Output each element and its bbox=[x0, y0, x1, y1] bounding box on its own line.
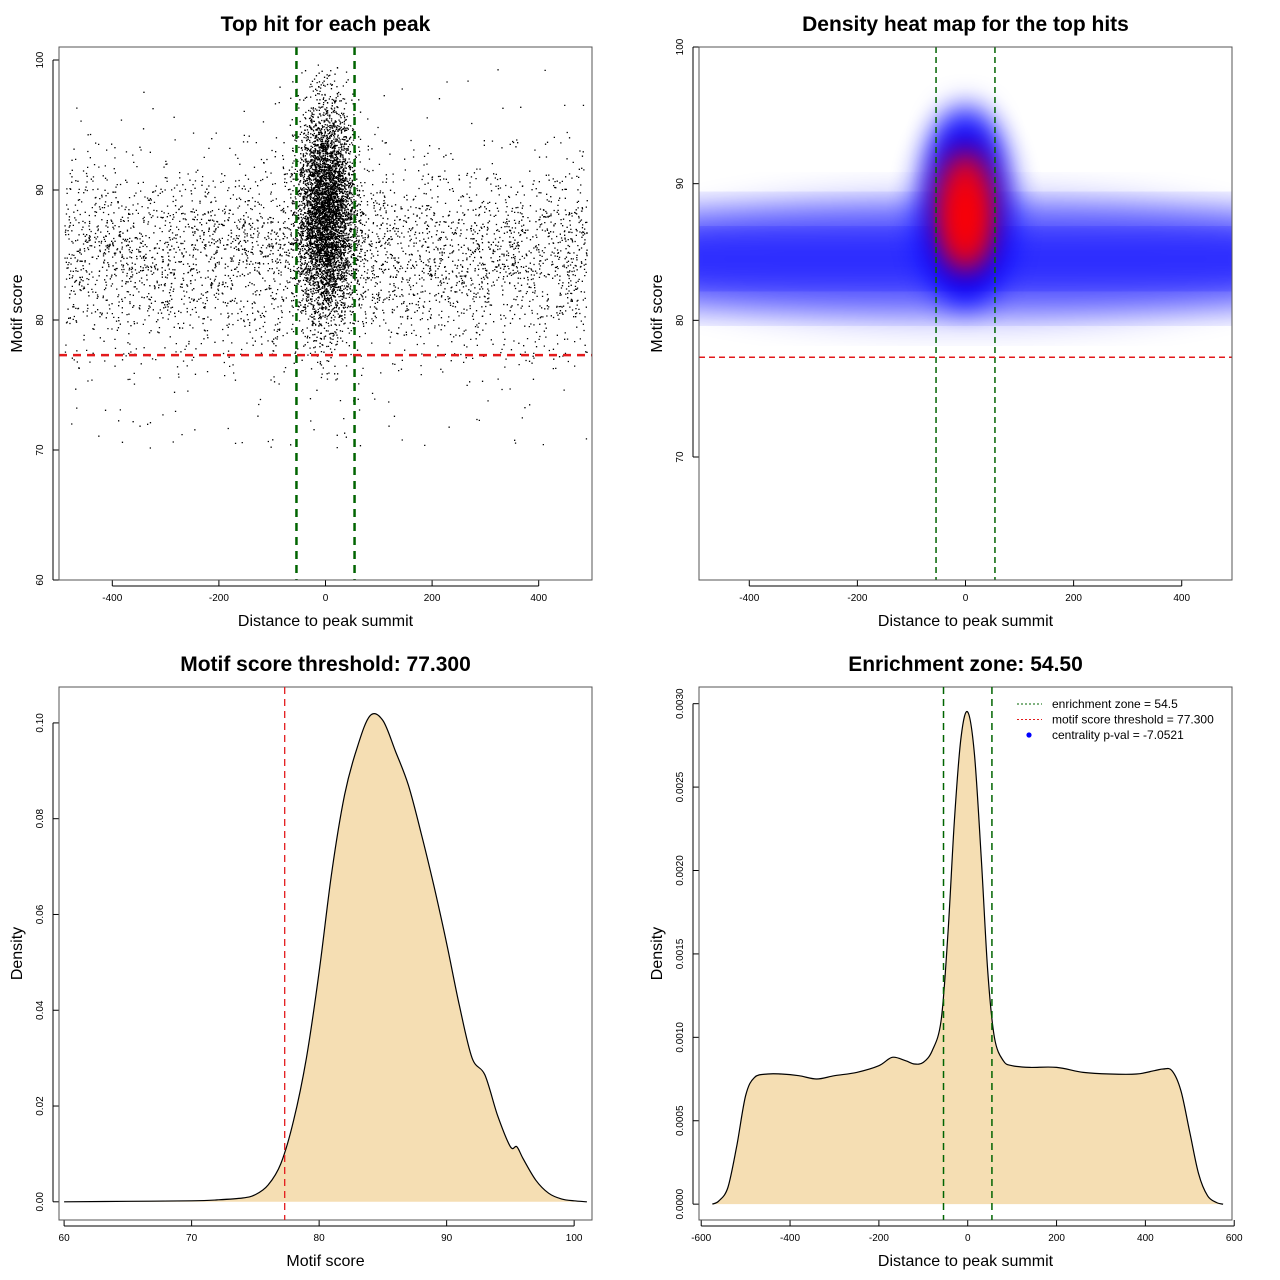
x-tick-label: 60 bbox=[59, 1233, 71, 1244]
plot-frame bbox=[58, 46, 593, 581]
legend-label: centrality p-val = -7.0521 bbox=[1052, 728, 1184, 742]
y-tick-label: 0.10 bbox=[35, 713, 46, 733]
scatter-point bbox=[64, 64, 588, 449]
scatter-points bbox=[64, 64, 588, 449]
y-tick-label: 0.02 bbox=[35, 1096, 46, 1116]
y-tick-label: 0.08 bbox=[35, 809, 46, 829]
chart-title: Top hit for each peak bbox=[221, 13, 431, 36]
density-center-red-core bbox=[949, 179, 982, 256]
y-tick-label: 90 bbox=[675, 178, 686, 190]
legend-label: motif score threshold = 77.300 bbox=[1052, 713, 1214, 727]
x-tick-label: 200 bbox=[1065, 593, 1082, 604]
x-tick-label: -200 bbox=[847, 593, 867, 604]
y-tick-label: 100 bbox=[675, 38, 686, 55]
y-tick-label: 0.0005 bbox=[675, 1105, 686, 1136]
x-tick-label: 200 bbox=[424, 593, 441, 604]
legend-label: enrichment zone = 54.5 bbox=[1052, 697, 1178, 711]
density-line bbox=[64, 713, 587, 1203]
y-tick-label: 80 bbox=[35, 314, 46, 326]
legend: enrichment zone = 54.5 motif score thresh… bbox=[1017, 697, 1214, 742]
x-tick-label: 70 bbox=[186, 1233, 198, 1244]
y-tick-label: 0.0025 bbox=[675, 771, 686, 802]
panel-1-axes: Top hit for each peak Distance to peak su… bbox=[9, 13, 547, 630]
chart-title: Density heat map for the top hits bbox=[802, 13, 1129, 36]
x-tick-label: -400 bbox=[739, 593, 759, 604]
x-tick-label: -200 bbox=[869, 1233, 889, 1244]
y-tick-label: 0.0020 bbox=[675, 855, 686, 886]
plot-frame bbox=[698, 686, 1233, 1221]
x-tick-label: 400 bbox=[530, 593, 547, 604]
x-axis-label: Distance to peak summit bbox=[238, 613, 414, 630]
y-tick-label: 90 bbox=[35, 184, 46, 196]
x-tick-label: 0 bbox=[965, 1233, 971, 1244]
plot-frame bbox=[58, 686, 593, 1221]
x-tick-label: 80 bbox=[314, 1233, 326, 1244]
x-tick-label: 90 bbox=[441, 1233, 453, 1244]
y-tick-label: 100 bbox=[35, 51, 46, 68]
y-tick-label: 60 bbox=[35, 574, 46, 586]
panel-2-axes: Density heat map for the top hits Distanc… bbox=[649, 13, 1191, 630]
x-axis-label: Distance to peak summit bbox=[878, 613, 1054, 630]
x-tick-label: 100 bbox=[566, 1233, 583, 1244]
x-axis-label: Distance to peak summit bbox=[878, 1253, 1054, 1270]
y-tick-label: 80 bbox=[675, 314, 686, 326]
x-tick-label: -400 bbox=[102, 593, 122, 604]
x-tick-label: -400 bbox=[780, 1233, 800, 1244]
chart-title: Enrichment zone: 54.50 bbox=[848, 653, 1083, 676]
y-tick-label: 0.06 bbox=[35, 904, 46, 924]
legend-marker bbox=[1026, 732, 1032, 738]
y-tick-label: 70 bbox=[35, 444, 46, 456]
y-tick-label: 0.0010 bbox=[675, 1022, 686, 1053]
panel-4-axes: Enrichment zone: 54.50 Distance to peak s… bbox=[649, 653, 1243, 1270]
y-axis-label: Density bbox=[649, 927, 666, 980]
y-tick-label: 0.00 bbox=[35, 1192, 46, 1212]
x-tick-label: 400 bbox=[1173, 593, 1190, 604]
x-tick-label: -600 bbox=[691, 1233, 711, 1244]
x-tick-label: 0 bbox=[323, 593, 329, 604]
y-tick-label: 0.04 bbox=[35, 1000, 46, 1020]
density-heatmap bbox=[699, 102, 1232, 321]
x-axis-label: Motif score bbox=[286, 1253, 364, 1270]
chart-title: Motif score threshold: 77.300 bbox=[180, 653, 471, 676]
y-tick-label: 70 bbox=[675, 451, 686, 463]
plot-frame bbox=[698, 46, 1233, 581]
x-tick-label: 0 bbox=[963, 593, 969, 604]
x-tick-label: 600 bbox=[1226, 1233, 1243, 1244]
density-line bbox=[712, 710, 1224, 1205]
x-tick-label: 200 bbox=[1048, 1233, 1065, 1244]
y-tick-label: 0.0000 bbox=[675, 1188, 686, 1219]
density-area bbox=[64, 713, 587, 1202]
y-tick-label: 0.0015 bbox=[675, 938, 686, 969]
density-area bbox=[712, 711, 1224, 1205]
y-axis-label: Motif score bbox=[9, 274, 26, 352]
y-axis-label: Motif score bbox=[649, 274, 666, 352]
panel-3-axes: Motif score threshold: 77.300 Motif score… bbox=[9, 653, 583, 1270]
x-tick-label: -200 bbox=[209, 593, 229, 604]
x-tick-label: 400 bbox=[1137, 1233, 1154, 1244]
y-tick-label: 0.0030 bbox=[675, 688, 686, 719]
y-axis-label: Density bbox=[9, 927, 26, 980]
